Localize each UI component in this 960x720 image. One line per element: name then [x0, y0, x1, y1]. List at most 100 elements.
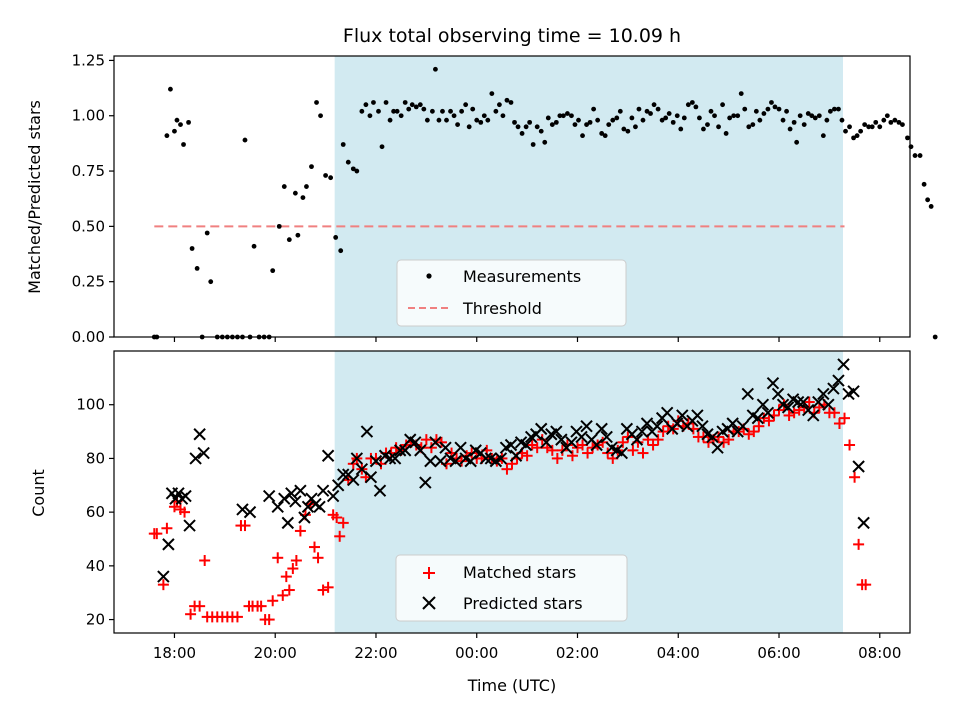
predicted-star-marker	[360, 425, 374, 438]
measurement-point	[794, 139, 800, 145]
measurement-point	[644, 108, 650, 114]
measurement-point	[504, 97, 510, 103]
legend-predicted-label: Predicted stars	[463, 594, 583, 613]
measurement-point	[723, 131, 729, 136]
measurement-point	[670, 119, 676, 125]
measurement-point	[797, 113, 803, 119]
measurement-point	[489, 91, 495, 97]
measurement-point	[621, 126, 627, 132]
predicted-star-marker	[676, 409, 689, 422]
measurement-point	[466, 124, 472, 130]
measurement-point	[685, 102, 691, 108]
predicted-star-marker	[580, 419, 593, 433]
measurement-point	[791, 119, 797, 125]
measurement-point	[295, 232, 301, 238]
measurement-point	[164, 133, 170, 139]
measurement-point	[186, 119, 191, 125]
y-tick-label: 0.25	[72, 273, 105, 291]
top-y-axis-label: Matched/Predicted stars	[25, 100, 44, 294]
matched-star-marker	[627, 444, 639, 456]
chart-title: Flux total observing time = 10.09 h	[343, 25, 681, 47]
predicted-star-marker	[600, 430, 613, 444]
measurement-point	[168, 86, 173, 92]
measurement-point	[625, 128, 631, 134]
measurement-point	[363, 102, 369, 108]
measurement-point	[292, 190, 298, 196]
predicted-star-marker	[791, 395, 805, 409]
predicted-star-marker	[565, 436, 578, 449]
predicted-star-marker	[298, 511, 311, 524]
predicted-star-marker	[364, 471, 378, 484]
measurement-point	[877, 124, 883, 130]
measurement-point	[251, 243, 257, 249]
measurement-point	[421, 106, 427, 112]
measurement-point	[560, 113, 566, 119]
measurement-point	[727, 115, 733, 121]
measurement-point	[761, 111, 767, 116]
bottom-y-ticks: 20 40 60 80 100	[76, 396, 114, 629]
y-tick-label: 60	[86, 503, 105, 521]
matched-star-marker	[637, 447, 649, 459]
top-y-ticks: 0.00 0.25 0.50 0.75 1.00 1.25	[72, 51, 114, 346]
measurement-point	[905, 135, 910, 141]
measurement-point	[565, 111, 570, 116]
measurement-point	[409, 102, 415, 108]
measurement-point	[300, 195, 306, 201]
measurement-point	[720, 102, 725, 108]
predicted-star-marker	[189, 452, 202, 465]
measurement-point	[640, 117, 646, 123]
measurement-point	[379, 144, 385, 150]
measurements-series	[151, 66, 938, 340]
measurement-point	[892, 117, 898, 123]
measurement-point	[440, 108, 445, 114]
measurement-point	[689, 100, 695, 105]
measurement-point	[470, 106, 476, 112]
predicted-star-marker	[369, 454, 383, 468]
measurement-point	[508, 100, 514, 105]
measurement-point	[776, 106, 782, 112]
measurement-point	[663, 115, 669, 121]
x-tick-label: 08:00	[858, 644, 901, 662]
measurement-point	[530, 142, 536, 147]
measurement-point	[836, 106, 841, 112]
measurement-point	[900, 122, 905, 127]
measurement-point	[309, 164, 314, 170]
predicted-star-marker	[197, 446, 210, 460]
measurement-point	[731, 113, 737, 119]
predicted-star-marker	[494, 452, 508, 465]
predicted-star-marker	[706, 430, 719, 444]
predicted-star-marker	[271, 500, 284, 513]
measurement-point	[463, 102, 469, 108]
predicted-star-marker	[761, 406, 775, 419]
matched-star-marker	[803, 396, 815, 408]
measurement-point	[854, 133, 860, 139]
measurement-point	[493, 108, 499, 114]
measurement-point	[340, 142, 346, 147]
predicted-star-marker	[424, 454, 437, 468]
predicted-star-marker	[179, 489, 192, 503]
predicted-star-marker	[464, 454, 477, 468]
matched-star-marker	[860, 579, 872, 591]
measurement-point	[174, 117, 180, 123]
measurement-point	[545, 115, 551, 121]
predicted-star-marker	[434, 454, 447, 468]
matched-star-marker	[157, 579, 169, 591]
x-tick-label: 06:00	[757, 644, 800, 662]
measurement-point	[812, 115, 818, 121]
measurement-point	[406, 106, 412, 112]
y-tick-label: 0.75	[72, 162, 105, 180]
measurement-point	[181, 142, 186, 147]
measurement-point	[474, 117, 480, 123]
measurement-point	[584, 122, 589, 127]
predicted-star-marker	[857, 516, 870, 530]
measurement-point	[701, 126, 706, 132]
measurement-point	[925, 197, 931, 203]
measurement-point	[587, 119, 593, 125]
predicted-star-marker	[347, 473, 360, 487]
predicted-star-marker	[781, 401, 795, 414]
measurement-point	[651, 102, 657, 108]
bottom-panel: 20 40 60 80 100 18:00 20:00 22:00 00:00 02:00 04:…	[29, 350, 911, 695]
matched-star-marker	[277, 589, 289, 601]
matched-star-marker	[263, 614, 275, 626]
